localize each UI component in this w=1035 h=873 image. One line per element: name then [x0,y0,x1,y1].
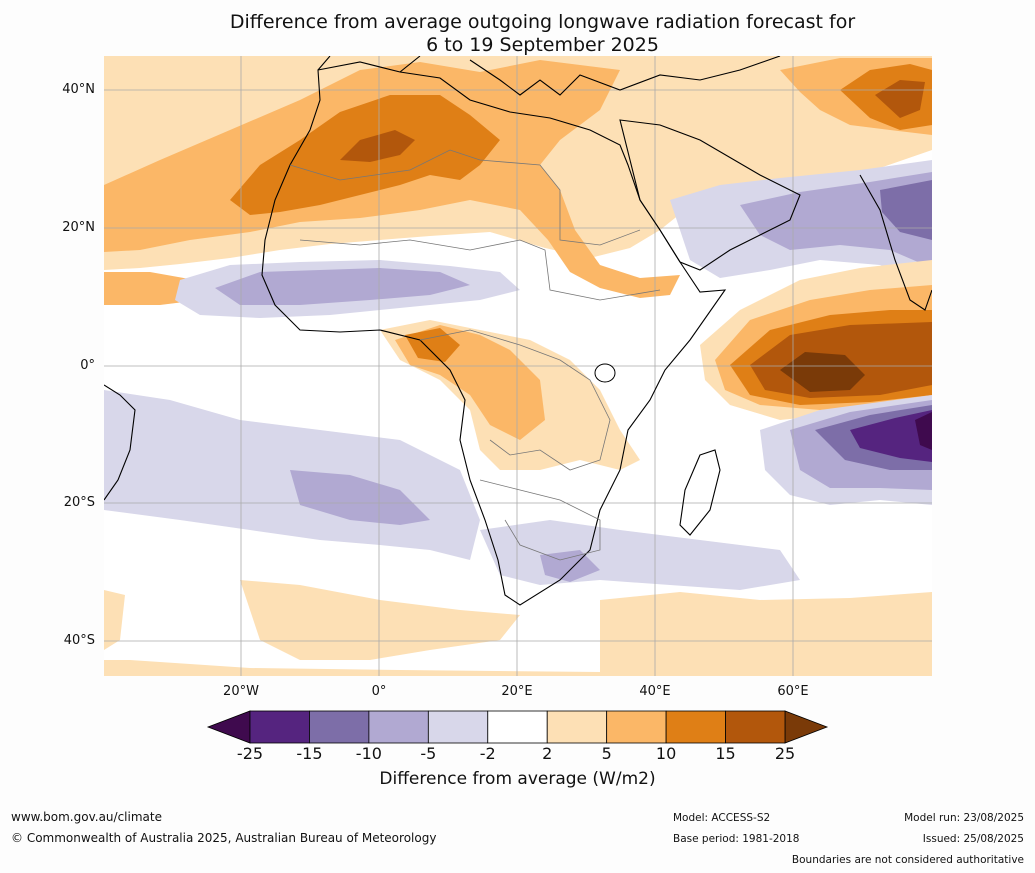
colorbar-tick-label: 2 [542,744,553,763]
colorbar-tick-label: -25 [236,744,264,763]
colorbar-tick-label: -5 [420,744,437,763]
anomaly-region-middle-east-core [875,80,925,118]
border-lines-central [419,329,611,471]
border-lines-north [289,149,641,246]
madagascar-coastline [679,449,721,536]
anomaly-region-indian-ocean-core [780,352,865,392]
lat-label-20s: 20°S [63,495,95,510]
colorbar-tick-label: -15 [296,744,323,763]
anomaly-region-south-band-far-west [104,590,125,650]
colorbar-segment [249,710,310,744]
anomaly-region-sahara-core [340,130,415,162]
website-link[interactable]: www.bom.gov.au/climate [11,810,162,824]
anomaly-region-south-atlantic-medium [290,470,430,525]
south-america-coastline [104,384,136,501]
lon-label-20w: 20°W [223,684,259,699]
title-line-1: Difference from average outgoing longwav… [229,11,856,33]
lake-victoria [594,363,616,383]
colorbar-tick-label: -10 [355,744,382,763]
lon-label-0: 0° [371,684,387,699]
colorbar-right-arrow [784,710,829,744]
colorbar-segment [606,710,667,744]
anomaly-region-arabian-sea-dark [880,180,932,240]
colorbar [206,710,829,744]
colorbar-segment [368,710,429,744]
colorbar-segment [427,710,489,744]
lat-label-20n: 20°N [62,220,95,235]
anomaly-region-sahel-medium [215,268,470,305]
lon-label-40e: 40°E [639,684,671,699]
colorbar-segment [309,710,370,744]
india-coastline [859,174,932,311]
lat-label-equator: 0° [80,358,95,373]
colorbar-segment [725,710,786,744]
arabian-coastline [619,119,801,271]
border-lines-south [479,479,601,561]
anomaly-region-south-band-center [104,660,600,676]
graticule [104,56,932,676]
europe-coastline [317,56,781,96]
boundaries-note: Boundaries are not considered authoritat… [791,854,1024,866]
lat-label-40n: 40°N [62,82,95,97]
anomaly-region-south-indian-darker [850,410,932,462]
map-area [104,56,932,676]
anomaly-region-south-indian-core [915,412,932,450]
anomaly-region-south-band-east [600,592,932,676]
base-period-label: Base period: 1981-2018 [673,833,800,845]
model-label: Model: ACCESS-S2 [673,812,771,824]
colorbar-segment [665,710,726,744]
copyright-text: © Commonwealth of Australia 2025, Austra… [11,831,437,845]
africa-coastline [261,61,727,606]
lon-label-20e: 20°E [501,684,533,699]
colorbar-left-arrow [206,710,251,744]
colorbar-tick-label: 25 [774,744,796,763]
colorbar-segment [546,710,608,744]
colorbar-title: Difference from average (W/m2) [379,769,656,789]
anomaly-region-south-band-west [240,580,520,660]
colorbar-tick-label: -2 [479,744,496,763]
model-run-label: Model run: 23/08/2025 [904,812,1024,824]
lon-label-60e: 60°E [777,684,809,699]
colorbar-tick-label: 10 [655,744,677,763]
lat-label-40s: 40°S [63,633,95,648]
country-borders [289,149,661,561]
colorbar-tick-label: 5 [601,744,612,763]
issued-label: Issued: 25/08/2025 [922,833,1024,845]
map-title: Difference from average outgoing longwav… [130,11,955,57]
anomaly-region-gabon-dark [405,328,460,362]
colorbar-tick-label: 15 [715,744,736,763]
title-line-2: 6 to 19 September 2025 [426,34,659,56]
colorbar-segments [249,710,786,744]
coastlines [104,56,932,606]
colorbar-segment [487,710,548,744]
border-lines-sahel [299,239,661,301]
